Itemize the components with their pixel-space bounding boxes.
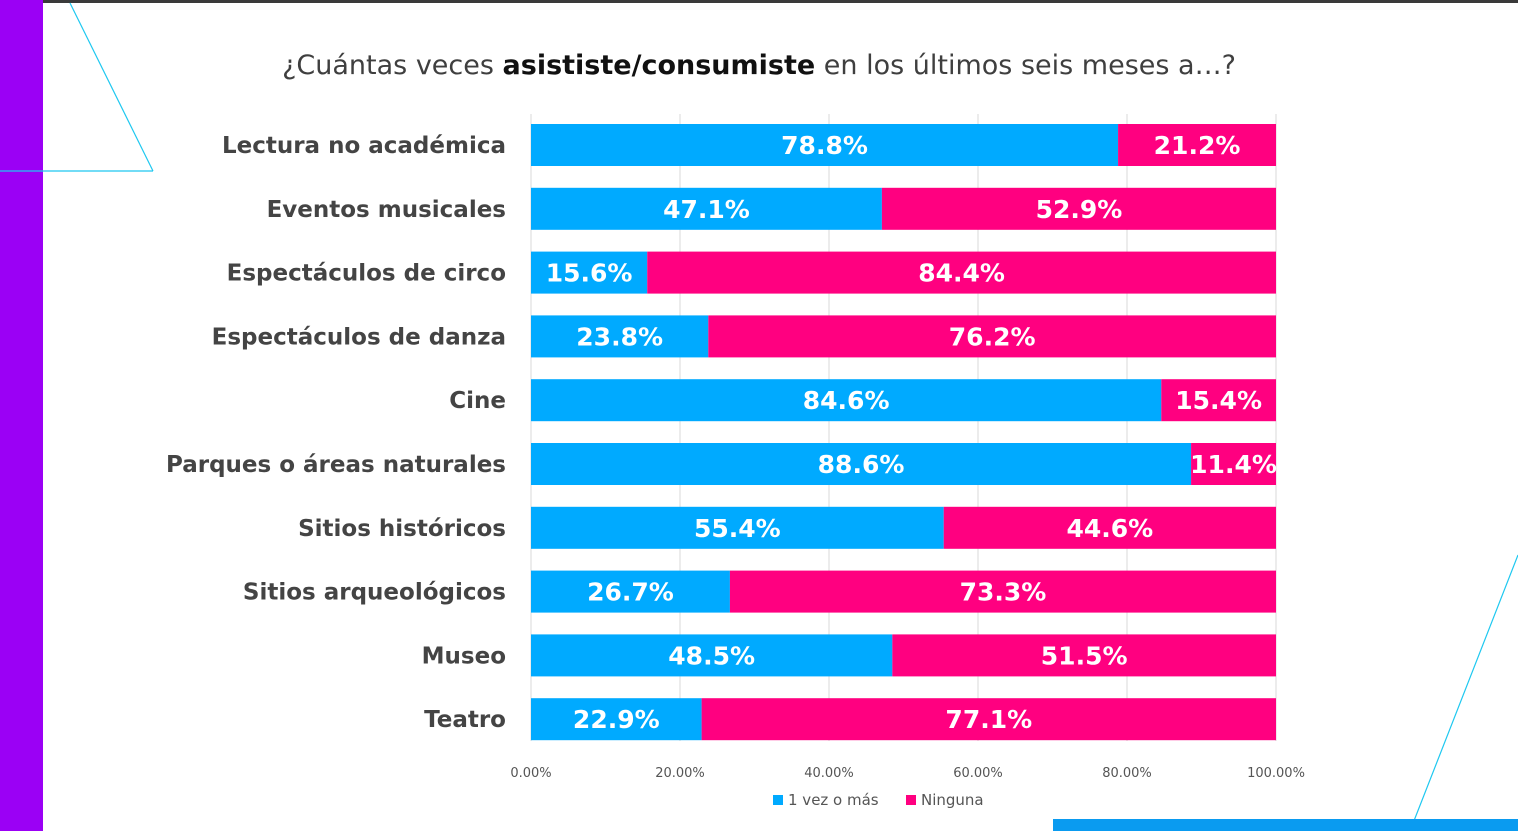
bar-segment-none <box>708 315 1276 358</box>
value-label: 78.8% <box>781 131 868 160</box>
legend-swatch <box>773 795 783 805</box>
value-label: 15.6% <box>546 259 633 288</box>
value-label: 26.7% <box>587 578 674 607</box>
title-prefix: ¿Cuántas veces <box>282 50 503 81</box>
x-tick-label: 20.00% <box>655 766 705 781</box>
category-label: Eventos musicales <box>267 197 506 223</box>
x-tick-label: 100.00% <box>1247 766 1305 781</box>
value-label: 22.9% <box>573 705 660 734</box>
category-label: Cine <box>449 388 506 414</box>
bar-segment-none <box>892 634 1276 677</box>
value-label: 84.4% <box>918 259 1005 288</box>
bar-segment-once-or-more <box>531 443 1192 485</box>
deco-line-bottom-right-diagonal <box>1409 554 1518 831</box>
category-label: Lectura no académica <box>222 133 506 159</box>
legend-swatch <box>906 795 916 805</box>
bar-segment-none <box>647 251 1276 294</box>
bar-segment-once-or-more <box>531 187 882 230</box>
value-label: 84.6% <box>803 386 890 415</box>
legend-label: Ninguna <box>921 791 984 809</box>
bar-segment-once-or-more <box>531 698 702 741</box>
bar-segment-none <box>701 698 1276 741</box>
value-label: 51.5% <box>1041 641 1128 670</box>
category-label: Espectáculos de danza <box>212 324 506 350</box>
value-label: 48.5% <box>668 641 755 670</box>
value-label: 73.3% <box>960 578 1047 607</box>
value-label: 11.4% <box>1190 450 1277 479</box>
bar-segment-once-or-more <box>531 379 1162 422</box>
bar-segment-none <box>1118 124 1276 166</box>
x-tick-label: 80.00% <box>1102 766 1152 781</box>
bar-segment-once-or-more <box>531 506 944 549</box>
value-label: 15.4% <box>1175 386 1262 415</box>
deco-line-top-left-diagonal <box>69 2 154 172</box>
legend-label: 1 vez o más <box>788 791 879 809</box>
category-label: Museo <box>422 643 506 669</box>
value-label: 55.4% <box>694 514 781 543</box>
title-bold: asististe/consumiste <box>502 50 816 81</box>
bar-segment-once-or-more <box>531 315 709 358</box>
chart-title: ¿Cuántas veces asististe/consumiste en l… <box>0 50 1518 81</box>
x-tick-label: 60.00% <box>953 766 1003 781</box>
category-label: Sitios arqueológicos <box>243 580 506 606</box>
value-label: 21.2% <box>1154 131 1241 160</box>
value-label: 23.8% <box>576 322 663 351</box>
bar-segment-none <box>729 570 1276 613</box>
value-label: 52.9% <box>1036 195 1123 224</box>
title-suffix: en los últimos seis meses a…? <box>815 50 1236 81</box>
category-label: Sitios históricos <box>298 516 506 542</box>
bar-segment-none <box>1161 379 1276 422</box>
bar-segment-once-or-more <box>531 634 893 677</box>
left-accent-bar <box>0 0 43 831</box>
bar-segment-once-or-more <box>531 570 730 613</box>
category-label: Teatro <box>424 707 506 733</box>
value-label: 77.1% <box>945 705 1032 734</box>
bar-segment-none <box>881 187 1276 230</box>
value-label: 44.6% <box>1066 514 1153 543</box>
bar-segment-once-or-more <box>531 251 648 294</box>
bar-segment-none <box>943 506 1276 549</box>
top-border-line <box>0 0 1518 3</box>
x-tick-label: 40.00% <box>804 766 854 781</box>
bar-segment-once-or-more <box>531 124 1119 166</box>
category-label: Espectáculos de circo <box>227 261 506 287</box>
value-label: 76.2% <box>949 322 1036 351</box>
x-tick-label: 0.00% <box>510 766 551 781</box>
bottom-accent-bar <box>1053 819 1518 831</box>
bar-segment-none <box>1191 443 1276 485</box>
value-label: 88.6% <box>818 450 905 479</box>
category-label: Parques o áreas naturales <box>166 452 506 478</box>
value-label: 47.1% <box>663 195 750 224</box>
